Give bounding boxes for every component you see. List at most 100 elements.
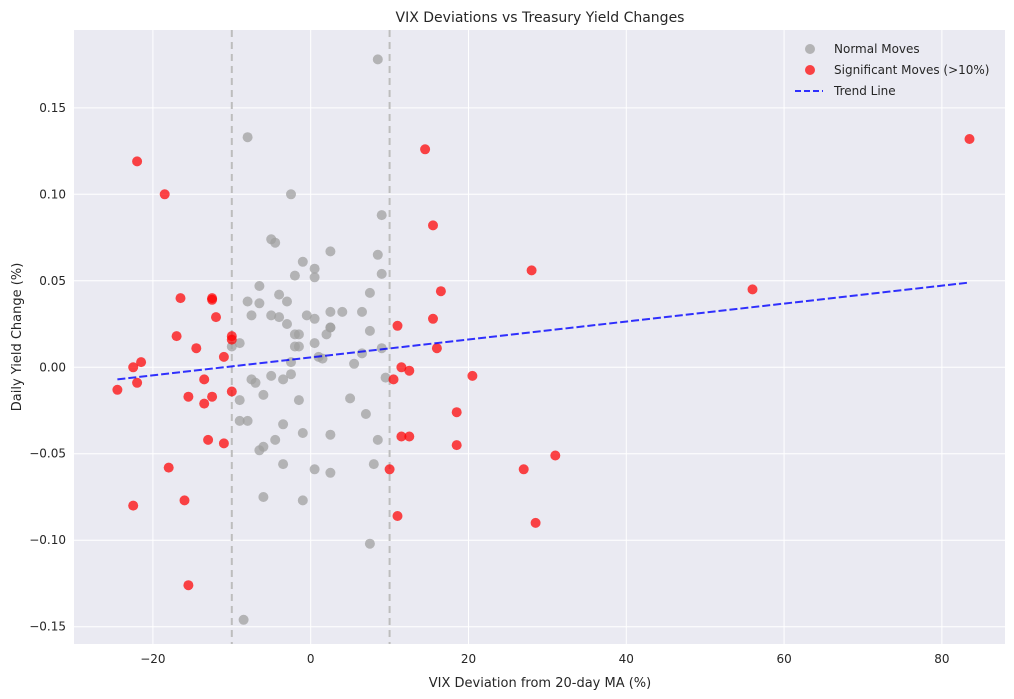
normal-move-point: [309, 272, 320, 283]
normal-move-point: [238, 614, 249, 625]
normal-move-point: [297, 428, 308, 438]
significant-move-point: [199, 398, 210, 409]
normal-move-point: [242, 132, 253, 143]
significant-move-point: [226, 386, 237, 397]
significant-move-point: [183, 580, 194, 591]
normal-move-point: [364, 538, 375, 549]
significant-move-point: [435, 286, 446, 297]
significant-move-point: [171, 331, 182, 342]
significant-move-point: [396, 431, 407, 442]
significant-move-point: [218, 438, 229, 449]
normal-move-point: [266, 310, 277, 321]
legend-item-significant: Significant Moves (>10%): [805, 63, 989, 77]
significant-move-point: [431, 343, 442, 354]
significant-move-point: [218, 351, 229, 362]
legend-marker-normal: [805, 44, 815, 54]
data-points: [112, 54, 975, 625]
normal-move-point: [357, 306, 367, 317]
significant-move-point: [467, 370, 478, 381]
normal-move-point: [278, 374, 289, 385]
normal-move-point: [349, 358, 360, 369]
normal-move-point: [270, 434, 281, 445]
significant-move-point: [392, 320, 403, 331]
normal-move-point: [337, 306, 348, 317]
significant-move-point: [550, 450, 561, 461]
significant-move-point: [530, 517, 541, 528]
significant-move-point: [136, 357, 147, 368]
x-tick-label: 80: [934, 652, 949, 666]
normal-move-point: [376, 343, 387, 354]
normal-move-point: [278, 459, 289, 470]
significant-move-point: [203, 434, 214, 445]
significant-move-point: [404, 431, 415, 442]
normal-move-point: [309, 338, 320, 349]
normal-move-point: [368, 459, 379, 470]
normal-move-point: [226, 341, 237, 352]
legend-item-trend: Trend Line: [795, 84, 896, 98]
normal-move-point: [254, 298, 265, 309]
significant-move-point: [128, 500, 139, 511]
normal-move-point: [364, 287, 375, 298]
normal-move-point: [254, 281, 265, 291]
normal-move-point: [274, 289, 285, 300]
significant-move-point: [747, 284, 758, 295]
normal-move-point: [376, 268, 387, 279]
y-tick-label: 0.00: [39, 360, 66, 374]
normal-move-point: [321, 329, 332, 340]
significant-move-point: [112, 384, 123, 395]
legend-label-significant: Significant Moves (>10%): [834, 63, 989, 77]
normal-move-point: [254, 445, 265, 456]
normal-move-point: [282, 296, 292, 307]
significant-move-point: [132, 377, 143, 388]
x-tick-label: 20: [461, 652, 476, 666]
significant-move-point: [384, 464, 395, 475]
normal-move-point: [357, 348, 367, 359]
significant-move-point: [404, 365, 415, 376]
x-tick-label: 40: [619, 652, 634, 666]
normal-move-point: [345, 393, 356, 404]
legend-marker-significant: [805, 65, 815, 75]
significant-move-point: [207, 294, 218, 305]
normal-move-point: [297, 256, 308, 267]
y-tick-label: −0.15: [29, 620, 66, 634]
normal-move-point: [309, 263, 320, 274]
significant-move-point: [392, 511, 403, 521]
legend: Normal Moves Significant Moves (>10%) Tr…: [795, 42, 989, 98]
significant-move-point: [396, 362, 407, 373]
normal-move-point: [242, 296, 253, 307]
y-tick-label: −0.10: [29, 533, 66, 547]
significant-move-point: [179, 495, 190, 506]
normal-move-point: [325, 306, 336, 317]
normal-move-point: [282, 319, 292, 329]
normal-move-point: [266, 370, 277, 381]
normal-move-point: [297, 495, 308, 506]
chart-title: VIX Deviations vs Treasury Yield Changes: [396, 10, 685, 26]
legend-label-trend: Trend Line: [833, 84, 896, 98]
significant-move-point: [420, 144, 431, 155]
normal-move-point: [258, 389, 269, 400]
x-axis-label: VIX Deviation from 20-day MA (%): [429, 676, 651, 691]
significant-move-point: [175, 293, 186, 304]
y-tick-label: −0.05: [29, 447, 66, 461]
normal-move-point: [234, 415, 245, 426]
normal-move-point: [293, 341, 304, 352]
x-tick-label: 0: [307, 652, 315, 666]
legend-item-normal: Normal Moves: [805, 42, 920, 56]
normal-move-point: [293, 395, 304, 406]
normal-move-point: [325, 467, 336, 478]
normal-move-point: [325, 429, 336, 440]
significant-move-point: [191, 343, 202, 354]
significant-move-point: [199, 374, 210, 385]
y-tick-label: 0.15: [39, 101, 66, 115]
normal-move-point: [360, 409, 371, 419]
normal-move-point: [301, 310, 312, 321]
normal-move-point: [364, 325, 375, 336]
normal-move-point: [289, 270, 300, 281]
significant-move-point: [451, 407, 462, 418]
x-axis-ticks: −20 0 20 40 60 80: [140, 652, 949, 666]
normal-move-point: [376, 210, 387, 221]
x-tick-label: −20: [140, 652, 165, 666]
significant-move-point: [428, 313, 438, 324]
